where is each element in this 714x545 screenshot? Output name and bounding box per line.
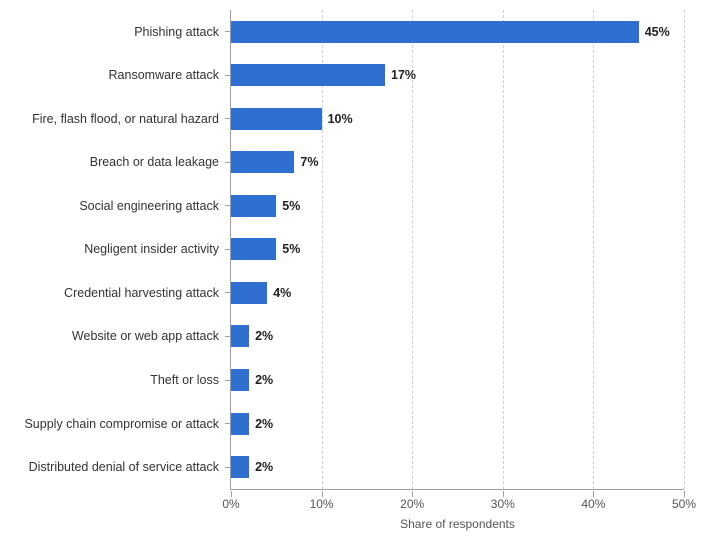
- bar-chart: Phishing attack45%Ransomware attack17%Fi…: [0, 0, 714, 545]
- chart-rows: Phishing attack45% Ransomware attack17% Fi…: [231, 10, 684, 489]
- bar: [231, 195, 276, 217]
- x-tick-label: 40%: [581, 497, 605, 511]
- bar-value-label: 45%: [645, 25, 670, 39]
- bar: [231, 369, 249, 391]
- chart-row: Social engineering attack5%: [231, 193, 684, 219]
- chart-row: Theft or loss2%: [231, 367, 684, 393]
- y-tick: [225, 205, 231, 206]
- bar-value-label: 10%: [328, 112, 353, 126]
- bar-value-label: 5%: [282, 242, 300, 256]
- bar-value-label: 2%: [255, 373, 273, 387]
- bar: [231, 413, 249, 435]
- bar-value-label: 17%: [391, 68, 416, 82]
- category-label: Breach or data leakage: [90, 155, 219, 169]
- chart-row: Website or web app attack2%: [231, 323, 684, 349]
- y-tick: [225, 292, 231, 293]
- bar: [231, 456, 249, 478]
- category-label: Negligent insider activity: [84, 242, 219, 256]
- bar-value-label: 2%: [255, 417, 273, 431]
- bar: [231, 325, 249, 347]
- y-tick: [225, 423, 231, 424]
- plot-area: Phishing attack45% Ransomware attack17% Fi…: [230, 10, 684, 490]
- chart-row: Ransomware attack17%: [231, 62, 684, 88]
- category-label: Distributed denial of service attack: [29, 460, 219, 474]
- category-label: Fire, flash flood, or natural hazard: [32, 112, 219, 126]
- bar: [231, 282, 267, 304]
- category-label: Theft or loss: [150, 373, 219, 387]
- x-axis-title: Share of respondents: [400, 517, 515, 531]
- bar: [231, 64, 385, 86]
- category-label: Phishing attack: [134, 25, 219, 39]
- y-tick: [225, 31, 231, 32]
- chart-row: Distributed denial of service attack2%: [231, 454, 684, 480]
- chart-row: Credential harvesting attack4%: [231, 280, 684, 306]
- gridline: [684, 10, 685, 489]
- bar: [231, 21, 639, 43]
- bar-value-label: 7%: [300, 155, 318, 169]
- bar-value-label: 4%: [273, 286, 291, 300]
- bar-value-label: 2%: [255, 460, 273, 474]
- chart-row: Breach or data leakage7%: [231, 149, 684, 175]
- y-tick: [225, 380, 231, 381]
- y-tick: [225, 118, 231, 119]
- bar: [231, 151, 294, 173]
- category-label: Credential harvesting attack: [64, 286, 219, 300]
- x-tick-label: 0%: [222, 497, 239, 511]
- category-label: Website or web app attack: [72, 329, 219, 343]
- category-label: Supply chain compromise or attack: [24, 417, 219, 431]
- x-tick-label: 30%: [491, 497, 515, 511]
- bar-value-label: 5%: [282, 199, 300, 213]
- y-tick: [225, 75, 231, 76]
- bar-value-label: 2%: [255, 329, 273, 343]
- x-tick-label: 20%: [400, 497, 424, 511]
- y-tick: [225, 162, 231, 163]
- chart-row: Negligent insider activity5%: [231, 236, 684, 262]
- y-tick: [225, 467, 231, 468]
- x-tick-label: 50%: [672, 497, 696, 511]
- y-tick: [225, 249, 231, 250]
- y-tick: [225, 336, 231, 337]
- category-label: Ransomware attack: [109, 68, 219, 82]
- category-label: Social engineering attack: [79, 199, 219, 213]
- chart-row: Supply chain compromise or attack2%: [231, 411, 684, 437]
- chart-row: Phishing attack45%: [231, 19, 684, 45]
- bar: [231, 108, 322, 130]
- bar: [231, 238, 276, 260]
- x-tick-label: 10%: [310, 497, 334, 511]
- chart-row: Fire, flash flood, or natural hazard10%: [231, 106, 684, 132]
